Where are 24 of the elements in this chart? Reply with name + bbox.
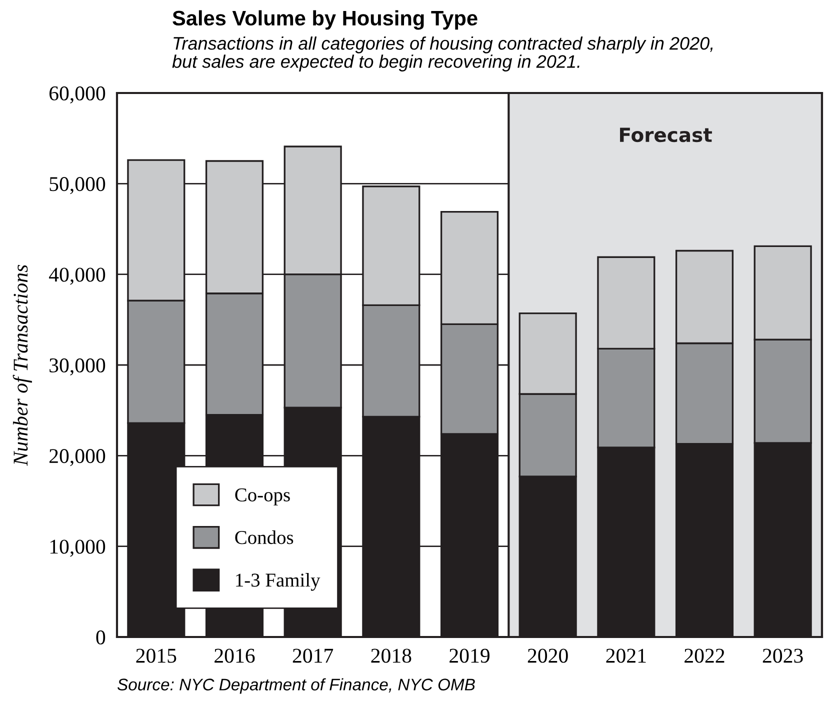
y-tick-label: 0 — [96, 630, 106, 644]
y-tick-label: 40,000 — [49, 268, 106, 285]
x-tick-label: 2023 — [762, 648, 803, 663]
x-tick-label: 2022 — [684, 648, 724, 663]
x-tick-label: 2020 — [528, 648, 568, 663]
x-tick-label: 2015 — [136, 648, 176, 663]
y-tick-label: 50,000 — [50, 177, 106, 194]
x-tick-label: 2021 — [606, 648, 646, 663]
x-tick-label: 2018 — [371, 648, 412, 663]
chart-subtitle: Transactions in all categories of housing contracted sharply in 2020, but sales are expected to begin recovering in 2021. — [172, 36, 713, 72]
x-tick-label: 2019 — [450, 648, 490, 663]
chart-title: Sales Volume by Housing Type — [172, 10, 478, 30]
x-tick-label: 2017 — [292, 648, 334, 663]
y-tick-label: 30,000 — [50, 358, 106, 376]
y-tick-label: 20,000 — [50, 449, 106, 466]
band-label: Forecast — [620, 128, 712, 142]
legend-label: Co-ops — [235, 488, 290, 506]
y-axis-title: Number of Transactions — [12, 264, 32, 466]
source-note: Source: NYC Department of Finance, NYC OMB — [117, 678, 475, 694]
legend-label: 1-3 Family — [236, 573, 320, 591]
legend-label: Condos — [235, 530, 294, 544]
y-tick-label: 10,000 — [50, 540, 106, 557]
y-tick-label: 60,000 — [49, 86, 106, 104]
x-tick-label: 2016 — [214, 648, 255, 663]
